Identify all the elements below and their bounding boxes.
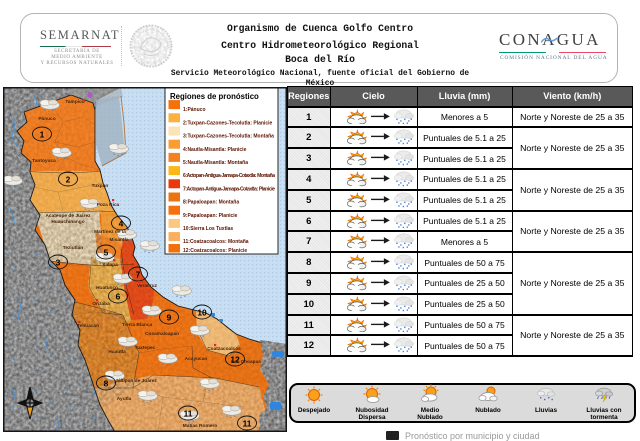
svg-text:5:Nautla-Misantla: Montaña: 5:Nautla-Misantla: Montaña — [183, 160, 248, 166]
svg-text:Jáltipan de Juárez: Jáltipan de Juárez — [115, 378, 157, 384]
svg-text:4: 4 — [119, 219, 124, 229]
svg-text:Coatzacoalcos: Coatzacoalcos — [207, 346, 241, 352]
svg-text:Regiones de pronóstico: Regiones de pronóstico — [170, 92, 259, 101]
svg-text:8:Papaloapan: Montaña: 8:Papaloapan: Montaña — [183, 200, 239, 206]
svg-text:7:Actopan-Antigua-Jamapa-Cotax: 7:Actopan-Antigua-Jamapa-Cotaxtla: Plani… — [183, 186, 275, 192]
svg-text:7: 7 — [136, 270, 141, 280]
svg-text:Matías Romero: Matías Romero — [183, 423, 217, 429]
svg-text:1: 1 — [40, 130, 45, 140]
svg-text:Xalapa: Xalapa — [102, 262, 118, 268]
svg-text:Teziutlán: Teziutlán — [63, 245, 84, 251]
svg-text:Tehuacán: Tehuacán — [77, 323, 99, 329]
svg-text:9: 9 — [167, 313, 172, 323]
svg-text:12: 12 — [230, 355, 240, 365]
svg-text:6: 6 — [116, 292, 121, 302]
svg-text:11:Coatzacoalcos: Montaña: 11:Coatzacoalcos: Montaña — [183, 239, 249, 245]
svg-text:Poza Rica: Poza Rica — [97, 202, 120, 208]
svg-text:Tierra Blanca: Tierra Blanca — [122, 322, 153, 328]
svg-text:12:Coatzacoalcos: Planicie: 12:Coatzacoalcos: Planicie — [183, 248, 247, 254]
svg-text:Acateope de Juárez: Acateope de Juárez — [45, 213, 91, 219]
svg-text:Martínez de la: Martínez de la — [94, 229, 126, 235]
svg-text:Tampico: Tampico — [65, 99, 84, 105]
svg-text:Misantla: Misantla — [109, 237, 129, 243]
svg-text:Acayucan: Acayucan — [185, 356, 208, 362]
svg-text:11: 11 — [243, 419, 252, 429]
svg-text:Huautla: Huautla — [108, 349, 126, 355]
svg-text:Orizaba: Orizaba — [92, 301, 110, 307]
svg-text:2: 2 — [66, 175, 71, 185]
svg-text:4:Nautla-Misantla: Planicie: 4:Nautla-Misantla: Planicie — [183, 147, 247, 153]
svg-text:5: 5 — [104, 248, 109, 258]
svg-text:10: 10 — [197, 308, 207, 318]
svg-text:3: 3 — [56, 258, 61, 268]
svg-text:9:Papaloapan: Planicie: 9:Papaloapan: Planicie — [183, 213, 238, 219]
svg-text:Ayutla: Ayutla — [117, 396, 132, 402]
svg-text:Tuxtepec: Tuxtepec — [135, 345, 156, 351]
svg-text:Las Choapas: Las Choapas — [231, 359, 261, 365]
svg-text:Tuxpan: Tuxpan — [92, 183, 109, 189]
svg-text:11: 11 — [184, 409, 193, 419]
svg-text:Huauchinango: Huauchinango — [51, 219, 84, 225]
svg-text:Pánuco: Pánuco — [38, 116, 55, 122]
svg-text:2:Tuxpan-Cazones-Tecolutla: Pl: 2:Tuxpan-Cazones-Tecolutla: Planicie — [183, 120, 272, 126]
svg-text:3:Tuxpan-Cazones-Tecolutla: Mo: 3:Tuxpan-Cazones-Tecolutla: Montaña — [183, 134, 274, 140]
svg-text:6:Actopan-Antigua-Jamapa-Cotax: 6:Actopan-Antigua-Jamapa-Cotaxtla: Monta… — [183, 173, 275, 179]
svg-text:1:Pánuco: 1:Pánuco — [183, 107, 206, 113]
svg-text:8: 8 — [104, 379, 109, 389]
svg-text:Cosamaloapan: Cosamaloapan — [145, 331, 179, 337]
svg-text:10:Sierra Los Tuxtlas: 10:Sierra Los Tuxtlas — [183, 226, 233, 232]
svg-text:Tantoyuca: Tantoyuca — [32, 158, 56, 164]
svg-text:Huatusco: Huatusco — [96, 285, 118, 291]
svg-text:Veracruz: Veracruz — [137, 283, 158, 289]
